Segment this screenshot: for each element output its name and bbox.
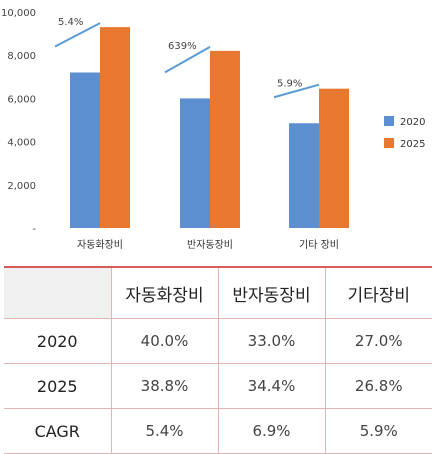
table-cell: 26.8% bbox=[325, 363, 432, 409]
bar-chart: - 2,000 4,000 6,000 8,000 10,000 5.4% 639% 5.9%… bbox=[1, 8, 425, 251]
table-row: 2020 40.0% 33.0% 27.0% bbox=[4, 318, 432, 364]
row-label: 2020 bbox=[4, 318, 112, 364]
y-tick-label: 8,000 bbox=[7, 51, 36, 62]
bars bbox=[70, 27, 349, 229]
growth-line bbox=[273, 83, 320, 99]
table-cell: 40.0% bbox=[111, 318, 219, 364]
x-category-label: 자동화장비 bbox=[77, 239, 123, 251]
row-label: CAGR bbox=[4, 408, 112, 454]
table-cell: 6.9% bbox=[218, 408, 326, 454]
legend-swatch bbox=[384, 138, 394, 148]
column-header: 반자동장비 bbox=[218, 267, 326, 319]
table-row: CAGR 5.4% 6.9% 5.9% bbox=[4, 408, 432, 454]
bar-2025 bbox=[319, 88, 349, 229]
y-axis-ticks: - 2,000 4,000 6,000 8,000 10,000 bbox=[1, 8, 36, 235]
y-tick-label: 2,000 bbox=[7, 181, 36, 192]
legend-label: 2020 bbox=[400, 117, 425, 128]
legend-swatch bbox=[384, 116, 394, 126]
row-label: 2025 bbox=[4, 363, 112, 409]
growth-line bbox=[54, 22, 101, 48]
y-tick-label: - bbox=[32, 224, 36, 235]
table-cell: 38.8% bbox=[111, 363, 219, 409]
table-cell: 5.4% bbox=[111, 408, 219, 454]
growth-label: 5.9% bbox=[277, 79, 302, 90]
y-tick-label: 4,000 bbox=[7, 138, 36, 149]
table-corner-cell bbox=[4, 267, 112, 319]
table-header-row: 자동화장비 반자동장비 기타장비 bbox=[4, 267, 432, 319]
table-cell: 5.9% bbox=[325, 408, 432, 454]
bar-2020 bbox=[180, 98, 210, 229]
legend-label: 2025 bbox=[400, 139, 425, 150]
y-tick-label: 10,000 bbox=[1, 8, 36, 19]
table-cell: 34.4% bbox=[218, 363, 326, 409]
bar-2025 bbox=[100, 27, 130, 229]
growth-label: 5.4% bbox=[58, 17, 83, 28]
x-category-label: 반자동장비 bbox=[187, 239, 233, 251]
y-tick-label: 6,000 bbox=[7, 94, 36, 105]
column-header: 자동화장비 bbox=[111, 267, 219, 319]
table-row: 2025 38.8% 34.4% 26.8% bbox=[4, 363, 432, 409]
growth-annotations: 5.4% 639% 5.9% bbox=[54, 17, 320, 99]
x-axis-categories: 자동화장비 반자동장비 기타 장비 bbox=[77, 239, 339, 251]
share-cagr-table: 자동화장비 반자동장비 기타장비 2020 40.0% 33.0% 27.0% … bbox=[4, 266, 432, 454]
table-cell: 27.0% bbox=[325, 318, 432, 364]
legend: 2020 2025 bbox=[384, 116, 425, 150]
column-header: 기타장비 bbox=[325, 267, 432, 319]
bar-2025 bbox=[210, 50, 240, 228]
growth-label: 639% bbox=[168, 41, 197, 52]
bar-2020 bbox=[289, 123, 319, 228]
x-category-label: 기타 장비 bbox=[299, 239, 339, 251]
table-cell: 33.0% bbox=[218, 318, 326, 364]
bar-2020 bbox=[70, 72, 100, 228]
growth-line bbox=[164, 46, 211, 74]
